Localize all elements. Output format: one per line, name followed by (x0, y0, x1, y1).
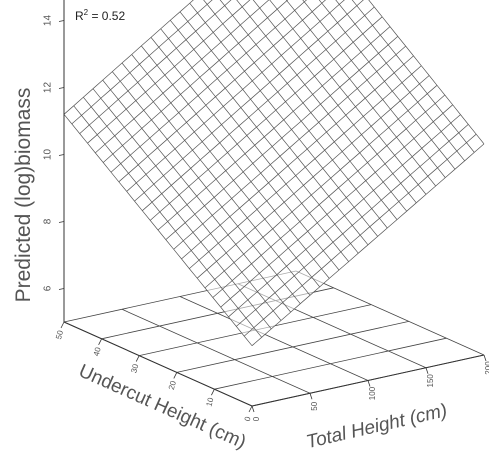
surface-mesh-line (102, 0, 289, 163)
x-tick-label: 50 (310, 401, 319, 410)
r-squared-annotation: R2 = 0.52 (75, 8, 126, 23)
x-tick (483, 354, 487, 362)
surface-mesh-line (318, 0, 456, 170)
x-tick (367, 380, 371, 387)
y-tick (173, 372, 178, 379)
y-tick (98, 338, 102, 345)
floor-gridline-x (121, 308, 311, 394)
y-axis-title: Undercut Height (cm) (75, 361, 248, 454)
z-tick-label: 6 (43, 285, 54, 291)
x-tick-label: 100 (368, 386, 377, 400)
z-tick-label: 10 (43, 149, 54, 161)
x-axis-title: Total Height (cm) (304, 400, 449, 453)
x-tick-label: 0 (252, 416, 261, 421)
y-tick-label: 30 (129, 363, 140, 374)
y-tick (60, 321, 65, 329)
floor-gridline-y (176, 321, 409, 373)
surface-mesh-line (79, 0, 232, 134)
surface-mesh-line (302, 0, 446, 178)
z-tick-label: 12 (43, 82, 54, 94)
x-tick-label: 150 (426, 374, 435, 388)
surface-mesh-line (63, 0, 194, 115)
surface-mesh-line (285, 0, 436, 187)
floor-gridline-x (295, 270, 485, 356)
x-tick (251, 405, 255, 413)
floor-gridline-x (179, 296, 369, 381)
surface-mesh-line (87, 0, 251, 144)
x-tick (309, 393, 313, 400)
y-tick (135, 355, 140, 362)
y-tick-label: 0 (243, 415, 253, 422)
y-tick (248, 405, 253, 413)
y-tick (211, 389, 215, 396)
y-tick-label: 40 (92, 346, 103, 357)
z-tick-label: 8 (43, 218, 54, 224)
z-tick (58, 221, 65, 223)
x-tick-label: 200 (484, 361, 489, 375)
surface-mesh-line (269, 0, 427, 195)
floor-gridline-y (214, 337, 447, 390)
z-axis-title: Predicted (log)biomass (12, 88, 35, 303)
y-tick-label: 50 (54, 329, 65, 340)
z-tick-label: 14 (43, 15, 54, 27)
z-tick (58, 20, 65, 22)
z-tick (58, 288, 65, 290)
surface-mesh-line (95, 0, 270, 154)
x-tick (425, 367, 429, 374)
surface-mesh-line (71, 0, 213, 125)
surface-mesh-line (368, 0, 485, 145)
y-tick-label: 20 (167, 379, 178, 390)
surface-mesh-line (335, 0, 465, 162)
z-tick (58, 154, 65, 156)
surface-mesh-line (351, 0, 475, 153)
z-tick (58, 87, 65, 89)
y-tick-label: 10 (205, 396, 216, 407)
y-axis-line (63, 321, 253, 407)
